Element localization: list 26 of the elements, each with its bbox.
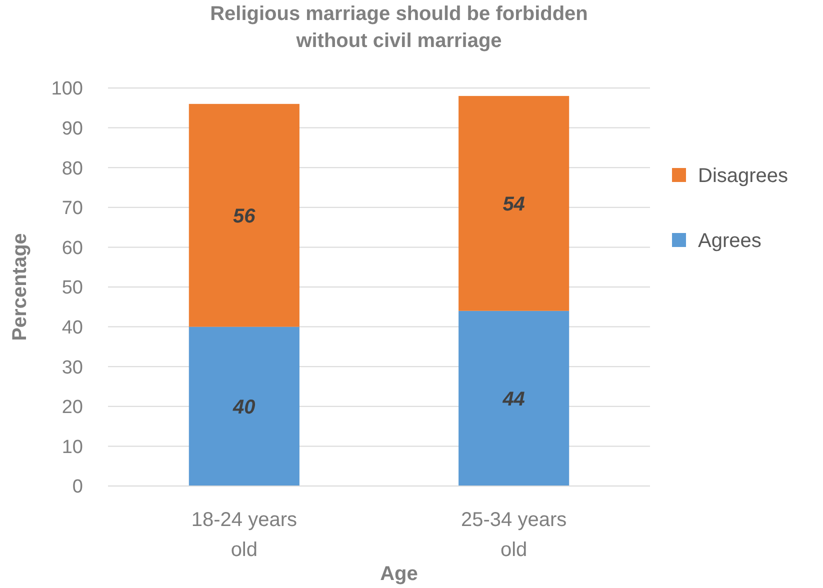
y-axis-title: Percentage xyxy=(9,233,31,341)
y-tick-label: 0 xyxy=(72,476,83,498)
bar xyxy=(188,104,300,327)
y-tick-label: 70 xyxy=(62,198,83,220)
y-tick-label: 50 xyxy=(62,278,83,299)
data-label: 40 xyxy=(232,396,256,418)
x-tick-label: 25-34 years old xyxy=(461,509,567,561)
legend-label: Agrees xyxy=(698,230,762,252)
legend-label: Disagrees xyxy=(698,165,788,187)
x-tick-label: 18-24 years old xyxy=(191,509,297,561)
data-label: 56 xyxy=(233,205,256,228)
bar xyxy=(458,310,570,486)
x-axis-title: Age xyxy=(380,563,418,585)
y-tick-label: 40 xyxy=(62,317,83,338)
bar xyxy=(458,96,570,311)
data-label: 54 xyxy=(502,193,525,216)
data-label: 44 xyxy=(502,388,525,410)
chart-title: Religious marriage should be forbidden without civil marriage xyxy=(210,3,588,52)
y-tick-label: 30 xyxy=(62,357,83,378)
bar xyxy=(188,326,300,486)
y-tick-label: 90 xyxy=(62,118,83,140)
y-tick-label: 80 xyxy=(62,158,83,180)
y-tick-label: 10 xyxy=(62,436,83,458)
y-tick-label: 20 xyxy=(62,397,83,418)
y-tick-label: 100 xyxy=(51,78,83,100)
y-tick-label: 60 xyxy=(62,238,83,259)
